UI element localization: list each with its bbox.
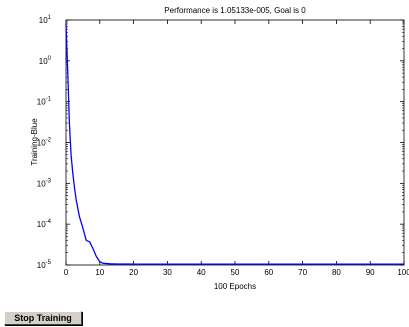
x-tick-label: 0 (64, 268, 69, 277)
x-tick-label: 80 (332, 268, 341, 277)
x-tick-label: 20 (129, 268, 138, 277)
x-tick-label: 100 (397, 268, 409, 277)
stop-training-button[interactable]: Stop Training (4, 311, 82, 325)
x-axis-label: 100 Epochs (214, 282, 256, 291)
y-tick-label: 100 (39, 56, 52, 66)
y-tick-label: 10-5 (37, 260, 52, 270)
y-tick-label: 10-1 (37, 97, 52, 107)
x-tick-label: 50 (231, 268, 240, 277)
training-performance-line (65, 23, 405, 265)
x-tick-label: 30 (163, 268, 172, 277)
x-tick-label: 10 (95, 268, 104, 277)
plot-title: Performance is 1.05133e-005, Goal is 0 (164, 6, 306, 15)
y-tick-label: 10-2 (37, 138, 52, 148)
y-tick-label: 10-4 (37, 219, 52, 229)
y-axis-label: Training-Blue (30, 118, 39, 166)
x-tick-label: 70 (298, 268, 307, 277)
x-tick-label: 40 (197, 268, 206, 277)
x-tick-label: 60 (264, 268, 273, 277)
y-tick-label: 101 (39, 15, 52, 25)
x-tick-label: 90 (366, 268, 375, 277)
axes-frame (65, 19, 405, 266)
y-tick-label: 10-3 (37, 178, 52, 188)
